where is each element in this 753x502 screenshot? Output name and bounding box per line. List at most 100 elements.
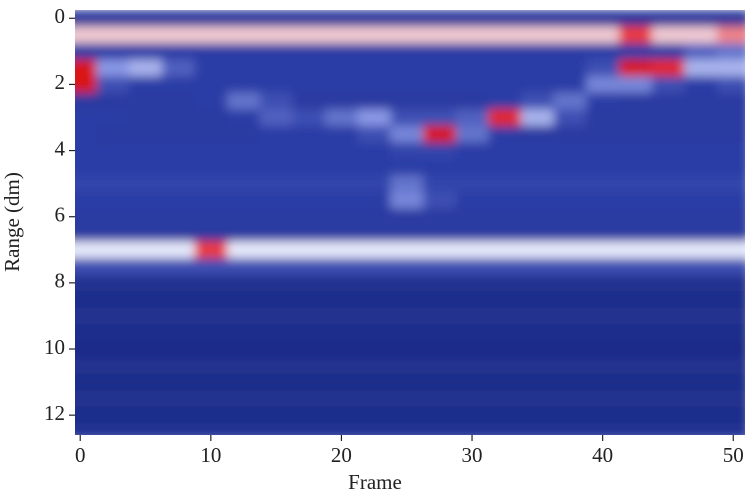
heatmap-cell	[325, 373, 359, 391]
heatmap-cell	[161, 10, 196, 28]
heatmap-cell	[651, 224, 685, 243]
heatmap-cell	[488, 291, 522, 309]
heatmap-cell	[423, 76, 457, 94]
heatmap-cell	[259, 109, 293, 127]
heatmap-cell	[227, 10, 261, 28]
heatmap-cell	[357, 291, 391, 309]
y-tick-label: 12	[44, 401, 65, 425]
heatmap-cell	[259, 224, 293, 243]
heatmap-cell	[129, 142, 163, 160]
heatmap-cell	[259, 43, 293, 61]
heatmap-cell	[161, 406, 196, 424]
heatmap-cell	[553, 109, 587, 127]
heatmap-cell	[586, 76, 620, 94]
heatmap-cell	[488, 76, 522, 94]
heatmap-cell	[455, 208, 489, 226]
heatmap-cell	[586, 340, 620, 358]
heatmap-cell	[325, 390, 359, 408]
heatmap-cell	[521, 208, 555, 226]
heatmap-cell	[488, 142, 522, 160]
heatmap-cell	[227, 373, 261, 391]
heatmap-cell	[357, 208, 391, 226]
heatmap-cell	[488, 175, 522, 193]
heatmap-cell	[553, 125, 587, 143]
heatmap-cell	[292, 241, 326, 259]
heatmap-cell	[618, 175, 653, 193]
heatmap-cell	[651, 76, 685, 94]
heatmap-cell	[586, 324, 620, 342]
heatmap-cell	[423, 208, 457, 226]
heatmap-cell	[488, 373, 522, 391]
heatmap-cell	[357, 274, 391, 292]
heatmap-cell	[194, 208, 228, 226]
heatmap-cell	[227, 307, 261, 325]
heatmap-cell	[521, 357, 555, 375]
heatmap-cell	[161, 175, 196, 193]
heatmap-cell	[521, 224, 555, 243]
heatmap-cell	[129, 175, 163, 193]
heatmap-cell	[521, 340, 555, 358]
heatmap-cell	[651, 142, 685, 160]
heatmap-cell	[194, 10, 228, 28]
heatmap-cell	[586, 142, 620, 160]
heatmap-cell	[161, 423, 196, 435]
heatmap-cell	[390, 373, 424, 391]
heatmap-cell	[684, 59, 718, 77]
heatmap-cell	[716, 406, 745, 424]
heatmap-cell	[684, 76, 718, 94]
heatmap-cell	[586, 43, 620, 61]
heatmap-cell	[161, 390, 196, 408]
heatmap-cell	[390, 357, 424, 375]
heatmap-cell	[161, 324, 196, 342]
heatmap-cell	[618, 224, 653, 243]
heatmap-cell	[684, 423, 718, 435]
heatmap-cell	[325, 423, 359, 435]
heatmap-cell	[618, 191, 653, 209]
x-tick-label: 10	[200, 443, 221, 467]
heatmap-cell	[96, 390, 130, 408]
heatmap-cell	[684, 191, 718, 209]
heatmap-cell	[227, 43, 261, 61]
heatmap-cell	[75, 125, 98, 143]
heatmap-cell	[129, 92, 163, 110]
heatmap-cell	[455, 191, 489, 209]
heatmap-cell	[161, 241, 196, 259]
heatmap-cell	[96, 406, 130, 424]
heatmap-cell	[684, 224, 718, 243]
heatmap-cell	[618, 142, 653, 160]
heatmap-cell	[96, 224, 130, 243]
heatmap-cell	[586, 390, 620, 408]
heatmap-cell	[684, 175, 718, 193]
heatmap-cell	[227, 241, 261, 259]
heatmap-cell	[716, 423, 745, 435]
heatmap-cell	[488, 390, 522, 408]
heatmap-cell	[586, 26, 620, 44]
heatmap-cell	[716, 158, 745, 176]
heatmap-cell	[194, 307, 228, 325]
heatmap-cell	[96, 324, 130, 342]
heatmap-cell	[357, 10, 391, 28]
heatmap-cell	[618, 158, 653, 176]
heatmap-cell	[488, 158, 522, 176]
heatmap-cell	[292, 92, 326, 110]
heatmap-cell	[716, 208, 745, 226]
heatmap-cell	[357, 59, 391, 77]
heatmap-cell	[716, 175, 745, 193]
heatmap-cell	[651, 59, 685, 77]
heatmap-cell	[227, 142, 261, 160]
heatmap-cell	[129, 208, 163, 226]
heatmap-cell	[684, 274, 718, 292]
heatmap-cell	[390, 208, 424, 226]
heatmap-cell	[553, 291, 587, 309]
heatmap-cell	[716, 291, 745, 309]
heatmap-cell	[292, 423, 326, 435]
heatmap-cell	[357, 357, 391, 375]
heatmap-cell	[423, 158, 457, 176]
heatmap-cell	[96, 142, 130, 160]
heatmap-cell	[259, 59, 293, 77]
heatmap-cell	[716, 109, 745, 127]
y-tick-label: 2	[55, 70, 66, 94]
heatmap-cell	[292, 258, 326, 276]
heatmap-cell	[259, 208, 293, 226]
heatmap-cell	[292, 406, 326, 424]
